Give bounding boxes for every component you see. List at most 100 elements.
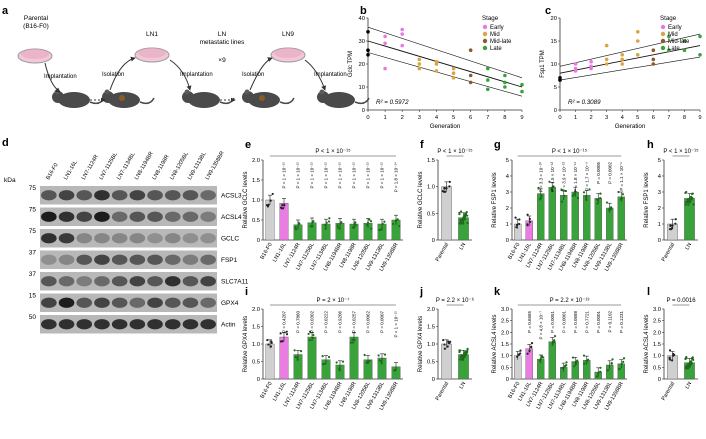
y-tick-label: 1.5 — [427, 158, 435, 164]
data-point — [563, 194, 566, 197]
y-axis-label: Relative FSP1 levels — [644, 172, 650, 227]
x-tick-label: B16-F0 — [260, 242, 274, 261]
blot-kda-label: 75 — [29, 185, 37, 192]
data-point — [459, 355, 462, 359]
data-point — [366, 30, 370, 34]
data-point — [610, 208, 613, 211]
bar — [617, 196, 625, 241]
x-tick-label: 4 — [435, 115, 439, 121]
data-point — [503, 73, 507, 78]
legend-swatch — [660, 45, 666, 51]
data-point — [380, 360, 383, 363]
data-point — [620, 53, 625, 57]
bar-p-value: P = 0.0257 — [352, 311, 357, 333]
x-tick-label: Parental — [661, 242, 676, 263]
data-point — [692, 203, 695, 206]
blot-band — [94, 276, 110, 287]
y-tick-label: 2.0 — [501, 330, 509, 336]
legend-title: Stage — [660, 15, 677, 22]
data-point — [451, 71, 456, 75]
data-point — [451, 66, 456, 71]
data-point — [354, 221, 357, 224]
top-p-value: P = 2.2 × 10⁻¹³ — [550, 298, 590, 304]
data-point — [574, 191, 577, 194]
data-point — [526, 223, 529, 226]
blot-band — [147, 211, 163, 222]
data-point — [267, 343, 270, 346]
data-point — [576, 196, 580, 200]
data-point — [442, 338, 445, 342]
bar-p-value: P = 0.1102 — [607, 311, 612, 333]
blot-band — [58, 297, 75, 308]
data-point — [459, 210, 463, 213]
data-point — [294, 227, 297, 230]
blot-protein-label: ACSL4 — [221, 214, 242, 221]
blot-band — [200, 233, 216, 244]
x-tick-label: 3 — [605, 115, 608, 121]
blot-band — [182, 297, 199, 308]
data-point — [294, 355, 297, 359]
y-tick-label: 2.0 — [427, 307, 435, 313]
legend-label: Mid-late — [490, 39, 512, 45]
data-point — [312, 333, 315, 337]
data-point — [651, 48, 656, 52]
y-tick-label: 0 — [658, 377, 661, 383]
mouse-icon — [317, 89, 370, 108]
data-point — [448, 180, 451, 183]
x-tick-label: 6 — [469, 115, 472, 121]
data-point — [608, 208, 611, 212]
data-point — [684, 357, 687, 361]
chart-f: f 0 0.5 1.0 1.5 Relative GCLC levels P < 1 × 1… — [418, 139, 473, 263]
x-tick-label: 7 — [667, 115, 670, 121]
data-point — [565, 361, 568, 364]
data-point — [351, 341, 355, 344]
x-tick-label: 5 — [636, 115, 639, 121]
data-point — [310, 225, 313, 228]
data-point — [297, 221, 300, 224]
data-point — [270, 340, 273, 343]
data-point — [635, 53, 640, 57]
bar-p-value: P = 0.0222 — [324, 311, 329, 333]
ln-lines-sublabel: metastatic lines — [200, 39, 246, 46]
step-implantation-3: Implantation — [314, 72, 347, 78]
y-tick-label: 0.5 — [252, 218, 260, 224]
y-tick-label: 0 — [506, 238, 509, 244]
blot-protein-label: GPX4 — [221, 300, 239, 307]
data-point — [552, 185, 555, 188]
lane-labels: B16-F0 LN1-16L LN7-1124RLN7-1125BLLN7-1134… — [45, 150, 225, 181]
y-tick-label: 1.0 — [427, 342, 435, 348]
bar-p-value: P = 1.8 × 10⁻¹¹ — [573, 162, 578, 192]
data-point — [321, 355, 324, 358]
y-tick-label: 1.5 — [427, 325, 435, 331]
data-point — [383, 66, 387, 71]
mouse-icon — [242, 89, 295, 108]
data-point — [687, 203, 690, 206]
data-point — [368, 218, 371, 221]
blot-band — [76, 297, 93, 308]
data-point — [366, 221, 370, 224]
top-p-value: P < 1 × 10⁻¹⁵ — [437, 148, 473, 155]
data-point — [380, 228, 383, 231]
bar-p-value: P = 0.0062 — [366, 311, 371, 333]
data-point — [383, 353, 387, 356]
top-p-value: P = 2 × 10⁻⁷ — [317, 297, 350, 304]
blot-band — [41, 211, 57, 222]
lane-label: LN7-1134BL — [116, 152, 136, 181]
x-tick-label: Parental — [661, 381, 676, 402]
bar-p-value: P = 3.3 × 10⁻¹⁰ — [538, 162, 543, 192]
data-point — [552, 341, 555, 344]
data-point — [462, 216, 465, 219]
data-point — [621, 193, 625, 196]
blot-band — [76, 233, 93, 244]
x-axis-label: Generation — [430, 123, 461, 130]
y-tick-label: 0 — [432, 377, 435, 383]
data-point — [296, 356, 299, 359]
panel-letter: l — [647, 286, 650, 298]
x-tick-label: 6 — [652, 115, 655, 121]
blot-band — [94, 211, 110, 222]
data-point — [380, 362, 383, 365]
data-point — [400, 27, 405, 32]
bar — [279, 336, 289, 380]
top-p-value: P < 1 × 10⁻¹⁵ — [552, 148, 588, 155]
data-point — [307, 332, 310, 336]
